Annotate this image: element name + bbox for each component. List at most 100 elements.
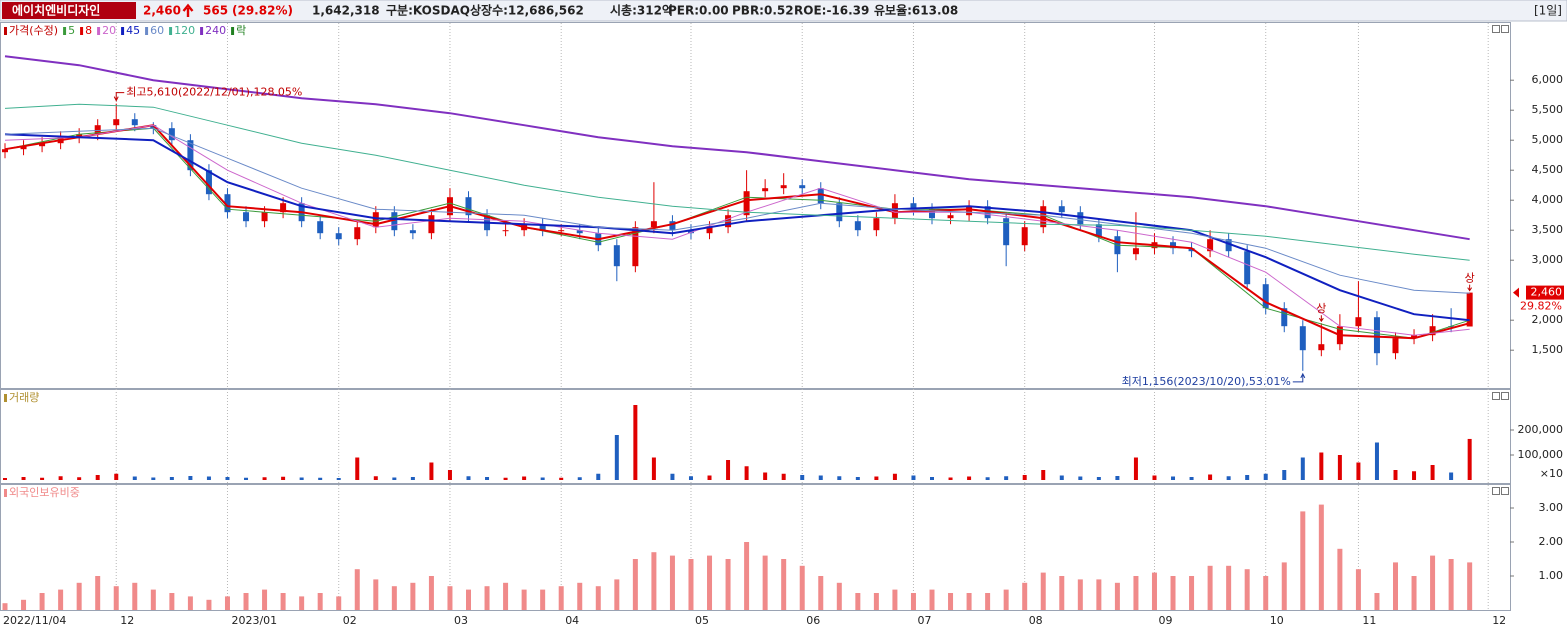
foreign-bar (688, 559, 694, 610)
foreign-bar (132, 582, 138, 610)
moving-average (4, 103, 1470, 261)
y-tick-label: 3,000 (1532, 253, 1564, 266)
candle-body (187, 140, 194, 171)
foreign-bar (1170, 576, 1176, 610)
candle-body (76, 134, 83, 138)
legend-swatch (63, 27, 67, 35)
volume-bar (837, 476, 842, 480)
foreign-bar (447, 586, 453, 610)
foreign-bar (985, 593, 991, 610)
candle-body (706, 227, 713, 234)
volume-bar (21, 477, 26, 480)
moving-average (4, 55, 1470, 241)
foreign-bar (540, 589, 546, 610)
foreign-bar (39, 593, 45, 610)
candle-body (280, 203, 287, 213)
volume-bar (1226, 476, 1231, 480)
candle-body (558, 230, 565, 232)
legend-swatch (4, 27, 7, 35)
legend-label: 120 (174, 24, 195, 37)
candle-body (632, 227, 639, 267)
candle-body (465, 197, 472, 216)
foreign-bar (410, 582, 416, 610)
panel-button[interactable] (1492, 487, 1500, 495)
candle-body (168, 128, 175, 141)
foreign-bar (243, 593, 249, 610)
legend-swatch (4, 489, 7, 497)
legend-label: 거래량 (9, 391, 39, 404)
moving-average (4, 127, 1470, 294)
foreign-bar (595, 586, 601, 610)
volume-bar (985, 477, 990, 480)
foreign-bar (1318, 504, 1324, 610)
foreign-bar (1281, 562, 1287, 610)
moving-average (4, 133, 1470, 322)
legend-swatch (169, 27, 173, 35)
annotation-arrow (1292, 372, 1306, 383)
foreign-bar (206, 599, 212, 610)
candle-body (20, 146, 27, 150)
foreign-bar (317, 593, 323, 610)
candle-body (780, 185, 787, 189)
volume-bar (559, 477, 564, 480)
volume-bar (818, 475, 823, 480)
panel-button[interactable] (1501, 392, 1509, 400)
candle-body (1225, 239, 1232, 252)
foreign-bar (1226, 565, 1232, 610)
candle-body (891, 203, 898, 219)
volume-bar (1245, 475, 1250, 480)
foreign-bar (558, 586, 564, 610)
panel-button[interactable] (1492, 25, 1500, 33)
panel-button[interactable] (1501, 25, 1509, 33)
limit-up-mark: 상 (1316, 302, 1326, 315)
volume-bar (726, 460, 731, 480)
candle-body (94, 125, 101, 135)
change: 565 (203, 4, 228, 18)
tag-pointer (1513, 287, 1519, 298)
volume: 1,642,318 (312, 4, 380, 18)
volume-bar (744, 466, 749, 480)
change-pct: (29.82%) (232, 4, 293, 18)
foreign-bar (725, 559, 731, 610)
candle-body (576, 230, 583, 234)
panel-button[interactable] (1501, 487, 1509, 495)
volume-bar (169, 477, 174, 480)
y-tick-label: 2.00 (1539, 535, 1564, 548)
foreign-bar (521, 589, 527, 610)
foreign-bar (1430, 555, 1436, 610)
foreign-bar (280, 593, 286, 610)
legend-label: 20 (102, 24, 116, 37)
foreign-bar (1059, 576, 1065, 610)
up-arrow (182, 3, 194, 17)
legend-swatch (97, 27, 101, 35)
volume-bar (892, 473, 897, 480)
volume-bar (707, 475, 712, 480)
volume-bar (188, 476, 193, 480)
candle-body (502, 230, 509, 232)
foreign-bar (95, 576, 101, 610)
candle-body (854, 221, 861, 231)
volume-bar (503, 477, 508, 480)
volume-bar (781, 473, 786, 480)
legend-label: 45 (126, 24, 140, 37)
candle-body (1132, 248, 1139, 255)
panel-button[interactable] (1492, 392, 1500, 400)
volume-bar (1004, 476, 1009, 480)
volume-bar (967, 476, 972, 480)
volume-bar (1412, 471, 1417, 480)
x-tick-label: 12 (1492, 614, 1506, 627)
y-tick-label: 100,000 (1518, 448, 1564, 461)
volume-bar (447, 470, 452, 480)
period[interactable]: [1일] (1534, 4, 1562, 18)
candle-body (243, 212, 250, 222)
legend-swatch (145, 27, 149, 35)
volume-bar (299, 477, 304, 480)
foreign-bar (373, 579, 379, 610)
foreign-bar (1077, 579, 1083, 610)
name-box[interactable] (2, 2, 136, 19)
foreign-bar (466, 589, 471, 610)
volume-bar (1041, 470, 1046, 480)
volume-bar (1152, 475, 1157, 480)
y-tick-label: 1,500 (1532, 343, 1564, 356)
legend-label: 60 (150, 24, 164, 37)
